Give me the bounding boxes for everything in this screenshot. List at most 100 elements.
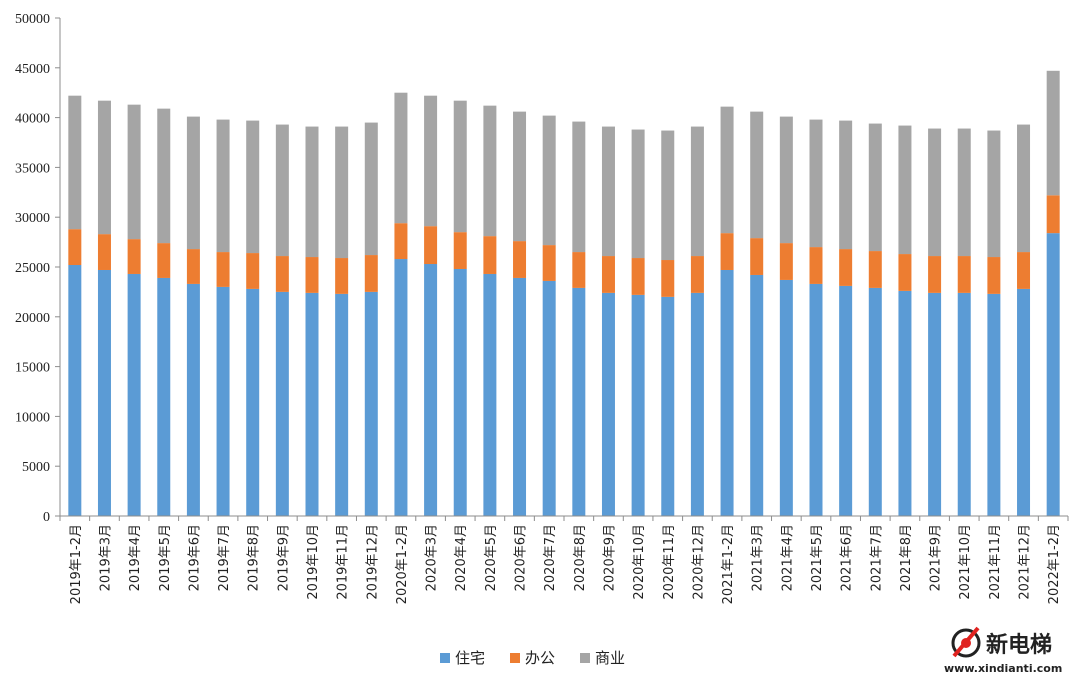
bar-stack <box>809 119 823 516</box>
bar-stack <box>928 128 942 516</box>
bar-segment <box>868 251 882 288</box>
bar-segment <box>68 229 82 266</box>
x-tick-label: 2020年7月 <box>543 524 558 591</box>
y-tick-label: 40000 <box>15 112 50 127</box>
x-tick-label: 2020年12月 <box>691 524 706 600</box>
bar-segment <box>601 126 615 257</box>
bar-stack <box>157 108 171 516</box>
bar-segment <box>127 104 141 240</box>
bar-segment <box>453 100 467 233</box>
bar-segment <box>97 269 111 516</box>
y-tick-label: 20000 <box>15 311 50 326</box>
bar-stack <box>68 95 82 516</box>
bar-segment <box>987 130 1001 258</box>
bar-stack <box>453 100 467 516</box>
bar-stack <box>424 95 438 516</box>
bar-segment <box>572 287 586 516</box>
bar-stack <box>720 106 734 516</box>
x-tick-label: 2020年1-2月 <box>395 524 410 604</box>
bar-stack <box>779 116 793 516</box>
y-tick-label: 25000 <box>15 261 50 276</box>
bar-segment <box>335 126 349 259</box>
bar-stack <box>1046 70 1060 517</box>
bar-stack <box>275 124 289 516</box>
bar-segment <box>928 128 942 257</box>
bar-segment <box>186 249 200 284</box>
x-tick-label: 2021年6月 <box>840 524 855 591</box>
bar-segment <box>898 290 912 516</box>
x-tick-label: 2019年4月 <box>128 524 143 591</box>
watermark-name: 新电梯 <box>986 632 1052 658</box>
bar-segment <box>957 128 971 257</box>
bar-stack <box>572 121 586 516</box>
bar-segment <box>483 273 497 516</box>
bar-segment <box>1017 124 1031 253</box>
bar-segment <box>779 116 793 244</box>
x-tick-label: 2020年10月 <box>632 524 647 600</box>
bar-segment <box>572 252 586 288</box>
bar-segment <box>631 258 645 295</box>
bar-stack <box>364 122 378 516</box>
bar-segment <box>394 223 408 260</box>
bar-segment <box>809 247 823 284</box>
bar-segment <box>68 95 82 230</box>
bar-segment <box>483 105 497 237</box>
bars <box>68 70 1060 517</box>
bar-segment <box>275 291 289 516</box>
x-tick-label: 2021年12月 <box>1018 524 1033 600</box>
bar-segment <box>957 256 971 293</box>
legend: 住宅 办公 商业 <box>440 649 625 667</box>
bar-segment <box>661 260 675 297</box>
bar-stack <box>394 92 408 516</box>
bar-segment <box>157 277 171 516</box>
x-axis: 2019年1-2月 2019年3月 2019年4月 2019年5月 2019年6月 201… <box>59 515 1069 604</box>
x-tick-label: 2019年9月 <box>276 524 291 591</box>
bar-stack <box>513 111 527 516</box>
bar-segment <box>483 236 497 274</box>
bar-segment <box>631 129 645 259</box>
watermark-logo-icon <box>951 626 981 658</box>
bar-segment <box>898 254 912 291</box>
bar-segment <box>216 286 230 516</box>
bar-segment <box>720 106 734 234</box>
bar-stack <box>483 105 497 516</box>
bar-segment <box>1046 70 1060 196</box>
bar-segment <box>779 243 793 280</box>
bar-stack <box>868 123 882 516</box>
watermark-url: www.xindianti.com <box>944 662 1062 675</box>
bar-segment <box>97 234 111 270</box>
bar-stack <box>246 120 260 516</box>
bar-segment <box>779 279 793 516</box>
x-tick-label: 2020年4月 <box>454 524 469 591</box>
bar-segment <box>246 288 260 516</box>
bar-segment <box>750 274 764 516</box>
x-tick-label: 2020年9月 <box>602 524 617 591</box>
x-tick-label: 2020年11月 <box>662 524 677 600</box>
legend-label: 商业 <box>595 649 625 667</box>
x-tick-label: 2021年3月 <box>751 524 766 591</box>
x-tick-label: 2021年4月 <box>780 524 795 591</box>
bar-segment <box>809 283 823 516</box>
bar-stack <box>987 130 1001 516</box>
bar-stack <box>839 120 853 516</box>
bar-segment <box>513 277 527 516</box>
legend-swatch <box>440 653 450 663</box>
bar-segment <box>839 120 853 250</box>
y-axis: 0 5000 10000 15000 20000 25000 30000 35000 40000… <box>15 12 61 525</box>
bar-segment <box>898 125 912 255</box>
bar-segment <box>661 130 675 261</box>
bar-segment <box>839 249 853 286</box>
x-tick-label: 2019年1-2月 <box>69 524 84 604</box>
bar-segment <box>97 100 111 235</box>
bar-stack <box>542 115 556 516</box>
bar-stack <box>216 119 230 516</box>
bar-segment <box>335 293 349 516</box>
legend-swatch <box>510 653 520 663</box>
bar-segment <box>186 116 200 250</box>
bar-stack <box>898 125 912 516</box>
bar-segment <box>661 296 675 516</box>
bar-segment <box>424 264 438 516</box>
bar-segment <box>720 233 734 270</box>
bar-segment <box>513 241 527 278</box>
